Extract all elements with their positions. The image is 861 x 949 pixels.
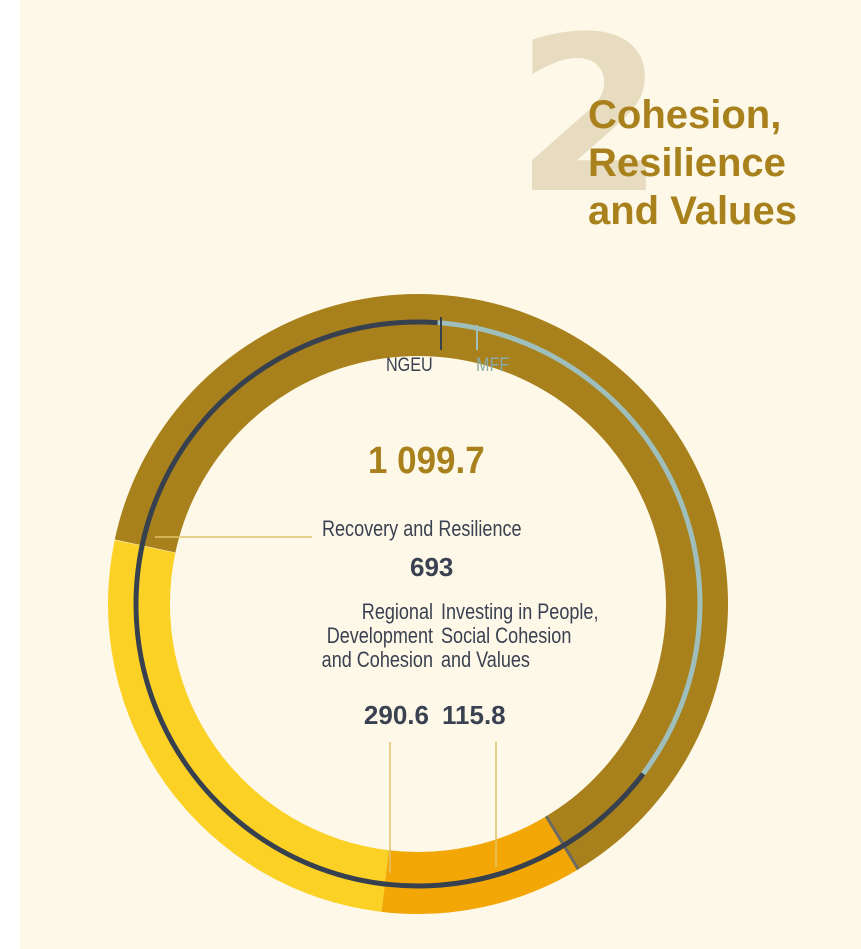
legend-ngeu: NGEU	[386, 355, 433, 376]
category-label-regional-line-3: and Cohesion	[321, 647, 433, 672]
mff-arc	[437, 320, 703, 776]
segment-separator	[544, 815, 580, 871]
segment-investing	[381, 816, 579, 914]
section-title-line-3: and Values	[588, 189, 797, 233]
section-number: 2	[515, 0, 665, 241]
category-label-investing-line-3: and Values	[441, 647, 530, 672]
section-title-line-1: Cohesion,	[588, 93, 782, 137]
category-label-investing: Investing in People, Social Cohesion and…	[441, 600, 621, 672]
inner-ring	[133, 317, 703, 889]
legend-mff: MFF	[476, 355, 510, 376]
category-label-recovery: Recovery and Resilience	[322, 516, 522, 541]
value-recovery: 693	[410, 552, 454, 582]
ngeu-arc	[133, 319, 646, 889]
category-label-investing-line-2: Social Cohesion	[441, 623, 572, 648]
segment-regional	[107, 540, 389, 912]
category-label-regional-line-1: Regional	[361, 599, 433, 624]
value-investing: 115.8	[442, 700, 506, 730]
category-label-investing-line-1: Investing in People,	[441, 599, 599, 624]
section-title-line-2: Resilience	[588, 141, 786, 185]
section-title: Cohesion, Resilience and Values	[588, 91, 797, 235]
leader-lines	[155, 536, 497, 873]
category-label-regional-line-2: Development	[326, 623, 433, 648]
total-value: 1 099.7	[368, 440, 485, 482]
value-regional: 290.6	[363, 700, 429, 730]
category-label-regional: Regional Development and Cohesion	[285, 600, 433, 672]
